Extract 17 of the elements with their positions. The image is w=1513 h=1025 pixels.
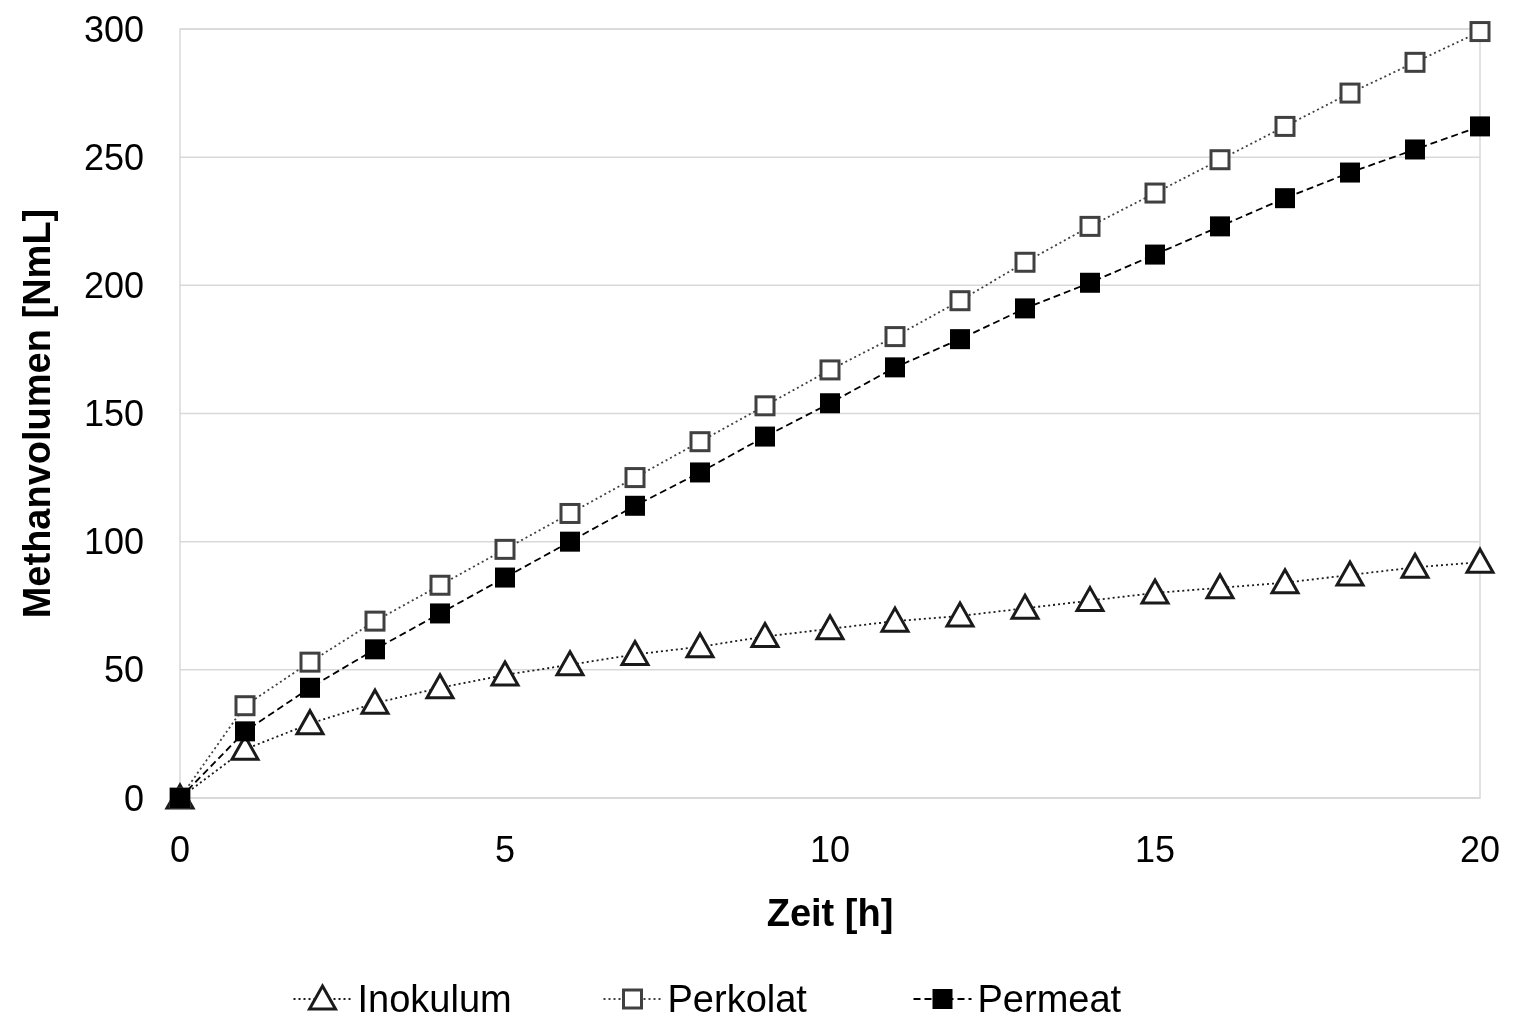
legend-label: Inokulum (357, 978, 512, 1021)
x-tick-label: 5 (494, 829, 516, 870)
legend-label: Permeat (977, 978, 1122, 1021)
x-axis-title: Zeit [h] (766, 892, 894, 934)
y-tick-label: 100 (83, 521, 144, 563)
x-tick-label: 15 (1134, 829, 1176, 870)
y-tick-label: 150 (83, 393, 144, 435)
x-tick-label: 10 (809, 829, 851, 870)
y-tick-label: 250 (83, 136, 144, 178)
y-tick-label: 50 (103, 649, 144, 691)
y-tick-label: 0 (123, 777, 144, 819)
x-tick-label: 20 (1459, 829, 1501, 870)
y-axis-title: Methanvolumen [NmL] (16, 208, 58, 619)
legend-label: Perkolat (667, 978, 808, 1021)
x-tick-label: 0 (169, 829, 191, 870)
y-tick-label: 300 (83, 8, 144, 50)
y-tick-label: 200 (83, 264, 144, 306)
